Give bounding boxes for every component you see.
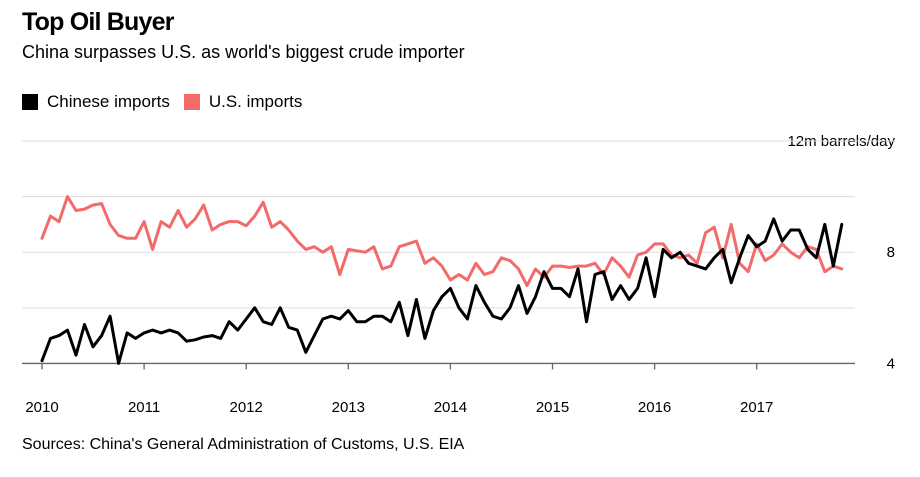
x-tick-label: 2013 xyxy=(332,399,365,416)
y-tick-label: 4 xyxy=(887,355,895,372)
x-tick-label: 2017 xyxy=(740,399,773,416)
series-line-us xyxy=(40,195,844,288)
legend: Chinese imports U.S. imports xyxy=(22,92,316,112)
legend-swatch-china xyxy=(22,94,38,110)
y-tick-label: 8 xyxy=(887,244,895,261)
legend-item-china: Chinese imports xyxy=(22,92,170,112)
legend-label-china: Chinese imports xyxy=(47,92,170,111)
x-tick-label: 2010 xyxy=(25,399,58,416)
x-tick-label: 2014 xyxy=(434,399,467,416)
legend-item-us: U.S. imports xyxy=(183,92,303,112)
series-line-china xyxy=(40,217,844,365)
legend-swatch-us xyxy=(183,94,200,110)
x-tick-label: 2011 xyxy=(128,399,160,416)
chart-title: Top Oil Buyer xyxy=(22,8,174,36)
legend-label-us: U.S. imports xyxy=(208,92,303,111)
chart-subtitle: China surpasses U.S. as world's biggest … xyxy=(22,42,465,62)
x-tick-label: 2016 xyxy=(638,399,671,416)
source-note: Sources: China's General Administration … xyxy=(22,436,465,453)
x-tick-label: 2015 xyxy=(536,399,569,416)
x-tick-label: 2012 xyxy=(230,399,263,416)
